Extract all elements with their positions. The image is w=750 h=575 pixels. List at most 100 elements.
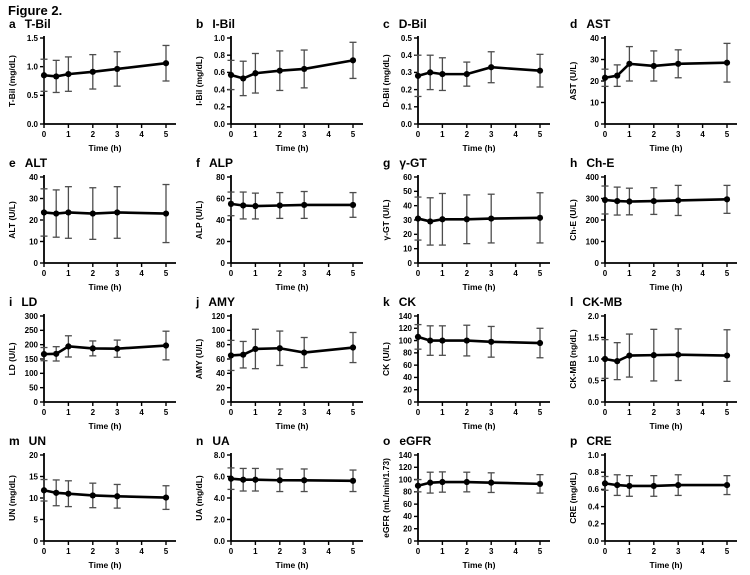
svg-text:1: 1	[253, 130, 258, 139]
panel-name: D-Bil	[398, 17, 427, 31]
svg-text:3: 3	[115, 269, 120, 278]
svg-text:Time (h): Time (h)	[650, 282, 683, 292]
svg-text:0.5: 0.5	[27, 91, 39, 100]
svg-text:0: 0	[603, 408, 608, 417]
svg-text:2: 2	[465, 269, 470, 278]
panel-name: CRE	[586, 434, 612, 448]
panel-letter: m	[9, 434, 20, 448]
svg-text:1: 1	[627, 547, 632, 556]
svg-text:0: 0	[34, 398, 39, 407]
svg-text:0.3: 0.3	[401, 68, 413, 77]
panel-name: UA	[212, 434, 230, 448]
panel-d-ast: d AST 0 10 20 30 40 0 1 2 3 4 5 AST (U/L) Time (h)	[563, 17, 750, 156]
svg-text:40: 40	[403, 512, 412, 521]
svg-text:0.4: 0.4	[214, 85, 226, 94]
svg-text:5: 5	[725, 408, 730, 417]
svg-text:0.2: 0.2	[588, 520, 600, 529]
svg-text:0: 0	[42, 269, 47, 278]
svg-text:Time (h): Time (h)	[276, 143, 309, 153]
svg-text:60: 60	[216, 355, 225, 364]
svg-text:Time (h): Time (h)	[89, 143, 122, 153]
svg-text:10: 10	[403, 244, 412, 253]
svg-text:40: 40	[403, 373, 412, 382]
svg-text:1: 1	[66, 547, 71, 556]
svg-text:Time (h): Time (h)	[463, 282, 496, 292]
panel-name: Ch-E	[586, 156, 615, 170]
svg-text:50: 50	[403, 187, 412, 196]
svg-text:2: 2	[278, 130, 283, 139]
svg-text:3: 3	[302, 130, 307, 139]
panel-title: f ALP	[196, 156, 376, 171]
svg-text:2: 2	[91, 130, 96, 139]
svg-text:0.2: 0.2	[214, 103, 226, 112]
svg-text:1.0: 1.0	[588, 451, 600, 460]
svg-text:0: 0	[408, 398, 413, 407]
svg-text:8.0: 8.0	[214, 451, 226, 460]
svg-text:5: 5	[538, 269, 543, 278]
svg-text:5: 5	[725, 269, 730, 278]
svg-text:0: 0	[603, 547, 608, 556]
svg-text:1: 1	[253, 269, 258, 278]
svg-text:2: 2	[652, 269, 657, 278]
chart-svg-m: 0 5 10 15 20 0 1 2 3 4 5 UN (mg/dL) Time (h)	[7, 451, 176, 570]
svg-text:Time (h): Time (h)	[89, 560, 122, 570]
svg-text:0.4: 0.4	[588, 502, 600, 511]
chart-svg-k: 0 20 40 60 80 100 120 140 0 1 2 3 4 5 CK (U/L) Time (h)	[381, 312, 550, 431]
panel-title: l CK-MB	[570, 295, 750, 310]
svg-text:1.0: 1.0	[588, 355, 600, 364]
svg-text:0: 0	[408, 259, 413, 268]
svg-text:3: 3	[489, 130, 494, 139]
svg-text:2: 2	[278, 547, 283, 556]
svg-text:2: 2	[91, 269, 96, 278]
svg-text:0.8: 0.8	[214, 51, 226, 60]
svg-text:CK-MB (ng/dL): CK-MB (ng/dL)	[568, 329, 578, 389]
chart-svg-b: 0.0 0.2 0.4 0.6 0.8 1.0 0 1 2 3 4 5 I-Bil (mg/dL) Tim…	[194, 34, 363, 153]
svg-text:0.0: 0.0	[588, 537, 600, 546]
svg-text:2: 2	[465, 130, 470, 139]
svg-text:2: 2	[465, 408, 470, 417]
figure-grid: a T-Bil 0.0 0.5 1.0 1.5 0 1 2 3 4 5 T-Bil (mg/dL) Tim…	[2, 17, 750, 573]
svg-text:4: 4	[513, 269, 518, 278]
svg-text:0: 0	[595, 120, 600, 129]
svg-text:4: 4	[513, 130, 518, 139]
svg-text:20: 20	[403, 525, 412, 534]
panel-title: j AMY	[196, 295, 376, 310]
panel-p-cre: p CRE 0.0 0.2 0.4 0.6 0.8 1.0 0 1 2 3 4 5 CRE (mg/dL) T…	[563, 434, 750, 573]
svg-text:3: 3	[489, 269, 494, 278]
svg-text:0.0: 0.0	[214, 537, 226, 546]
svg-text:4: 4	[326, 269, 331, 278]
svg-text:2: 2	[278, 408, 283, 417]
panel-title: p CRE	[570, 434, 750, 449]
svg-text:5: 5	[164, 547, 169, 556]
svg-text:0: 0	[603, 130, 608, 139]
svg-text:5: 5	[164, 269, 169, 278]
svg-text:40: 40	[590, 34, 599, 43]
svg-text:20: 20	[403, 230, 412, 239]
svg-text:4.0: 4.0	[214, 494, 226, 503]
svg-text:0.8: 0.8	[588, 468, 600, 477]
svg-text:UA (mg/dL): UA (mg/dL)	[194, 475, 204, 521]
svg-text:CK (U/L): CK (U/L)	[381, 342, 391, 376]
svg-text:1: 1	[66, 269, 71, 278]
panel-title: a T-Bil	[9, 17, 189, 32]
svg-text:140: 140	[399, 312, 413, 321]
svg-text:4: 4	[700, 269, 705, 278]
panel-title: g γ-GT	[383, 156, 563, 171]
svg-text:5: 5	[351, 130, 356, 139]
svg-text:Time (h): Time (h)	[89, 421, 122, 431]
svg-text:2.0: 2.0	[214, 515, 226, 524]
svg-text:γ-GT (U/L): γ-GT (U/L)	[381, 199, 391, 240]
svg-text:0: 0	[595, 259, 600, 268]
svg-text:1: 1	[440, 547, 445, 556]
svg-text:1.5: 1.5	[588, 333, 600, 342]
panel-name: ALT	[24, 156, 48, 170]
svg-text:0: 0	[34, 259, 39, 268]
panel-name: eGFR	[399, 434, 432, 448]
svg-text:5: 5	[164, 130, 169, 139]
svg-text:Time (h): Time (h)	[650, 560, 683, 570]
svg-text:80: 80	[216, 340, 225, 349]
svg-text:3: 3	[115, 547, 120, 556]
panel-name: AST	[586, 17, 611, 31]
svg-text:6.0: 6.0	[214, 472, 226, 481]
panel-letter: o	[383, 434, 391, 448]
